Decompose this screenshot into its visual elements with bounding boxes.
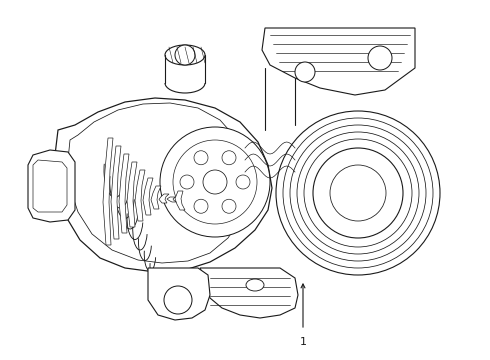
Circle shape: [368, 46, 392, 70]
Polygon shape: [28, 150, 75, 222]
Polygon shape: [127, 162, 137, 227]
Circle shape: [313, 148, 403, 238]
Circle shape: [295, 62, 315, 82]
Polygon shape: [175, 191, 185, 210]
Polygon shape: [148, 268, 210, 320]
Polygon shape: [143, 178, 153, 215]
Polygon shape: [159, 194, 169, 203]
Polygon shape: [68, 103, 250, 263]
Polygon shape: [111, 146, 121, 239]
Polygon shape: [55, 98, 272, 272]
Circle shape: [175, 45, 195, 65]
Polygon shape: [167, 197, 177, 202]
Polygon shape: [33, 160, 67, 212]
Circle shape: [203, 170, 227, 194]
Circle shape: [276, 111, 440, 275]
Polygon shape: [151, 186, 161, 209]
Circle shape: [194, 199, 208, 213]
Circle shape: [222, 199, 236, 213]
Text: 1: 1: [299, 337, 307, 347]
Circle shape: [194, 151, 208, 165]
Circle shape: [222, 151, 236, 165]
Ellipse shape: [165, 45, 205, 65]
Circle shape: [236, 175, 250, 189]
Polygon shape: [135, 170, 145, 221]
Polygon shape: [262, 28, 415, 95]
Polygon shape: [103, 138, 113, 245]
Circle shape: [164, 286, 192, 314]
Polygon shape: [200, 268, 298, 318]
Ellipse shape: [246, 279, 264, 291]
Circle shape: [330, 165, 386, 221]
Circle shape: [160, 127, 270, 237]
Circle shape: [180, 175, 194, 189]
Polygon shape: [119, 154, 129, 233]
